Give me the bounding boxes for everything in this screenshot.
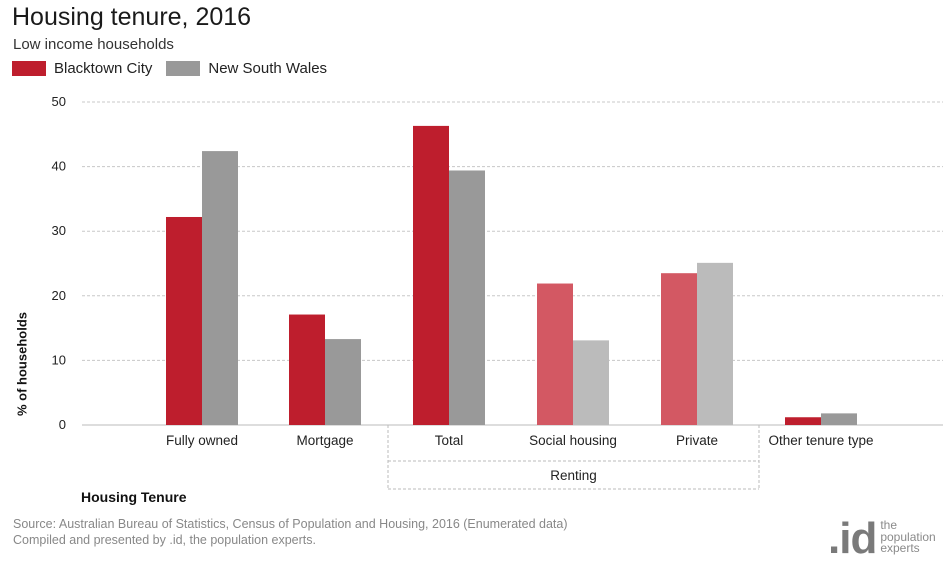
chart-title: Housing tenure, 2016 [12, 3, 252, 31]
logo-text: the population experts [880, 518, 936, 555]
x-tick-label: Private [676, 433, 718, 448]
legend-item-blacktown[interactable]: Blacktown City [12, 60, 152, 77]
logo-mark: .id [828, 514, 877, 563]
chart-subtitle: Low income households [13, 36, 174, 53]
source-note: Source: Australian Bureau of Statistics,… [13, 516, 568, 548]
logo-text-line: population [880, 529, 936, 544]
bar-blacktown [785, 417, 821, 425]
source-line: Source: Australian Bureau of Statistics,… [13, 517, 568, 531]
y-tick-label: 20 [52, 288, 66, 303]
x-axis-title: Housing Tenure [81, 489, 187, 505]
y-tick-label: 50 [52, 94, 66, 109]
x-tick-label: Total [435, 433, 464, 448]
legend-item-nsw[interactable]: New South Wales [166, 60, 327, 77]
y-tick-label: 0 [59, 417, 66, 432]
bar-blacktown [413, 125, 449, 425]
id-logo[interactable]: .id the population experts [828, 514, 936, 563]
bar-nsw [697, 262, 733, 425]
bar-nsw [573, 340, 609, 425]
group-label-renting: Renting [550, 468, 597, 483]
y-axis-title: % of households [14, 312, 30, 416]
bar-nsw [449, 170, 485, 425]
x-tick-label: Other tenure type [768, 433, 873, 448]
compiled-line: Compiled and presented by .id, the popul… [13, 533, 316, 547]
legend-swatch-nsw [166, 61, 201, 76]
legend-swatch-blacktown [12, 61, 46, 76]
legend: Blacktown City New South Wales [12, 60, 341, 77]
bar-blacktown [661, 273, 697, 425]
logo-text-line: the [880, 518, 898, 532]
x-tick-label: Fully owned [166, 433, 238, 448]
bar-nsw [325, 339, 361, 425]
legend-label-blacktown: Blacktown City [54, 60, 153, 77]
x-tick-label: Social housing [529, 433, 617, 448]
bar-nsw [821, 413, 857, 425]
logo-text-line: experts [880, 541, 920, 555]
bar-blacktown [537, 283, 573, 425]
y-tick-label: 10 [52, 352, 66, 367]
bar-nsw [202, 151, 238, 425]
y-tick-label: 30 [52, 223, 66, 238]
bar-blacktown [289, 314, 325, 425]
x-tick-label: Mortgage [296, 433, 353, 448]
legend-label-nsw: New South Wales [208, 60, 328, 77]
bar-blacktown [166, 216, 202, 425]
y-tick-label: 40 [52, 159, 66, 174]
